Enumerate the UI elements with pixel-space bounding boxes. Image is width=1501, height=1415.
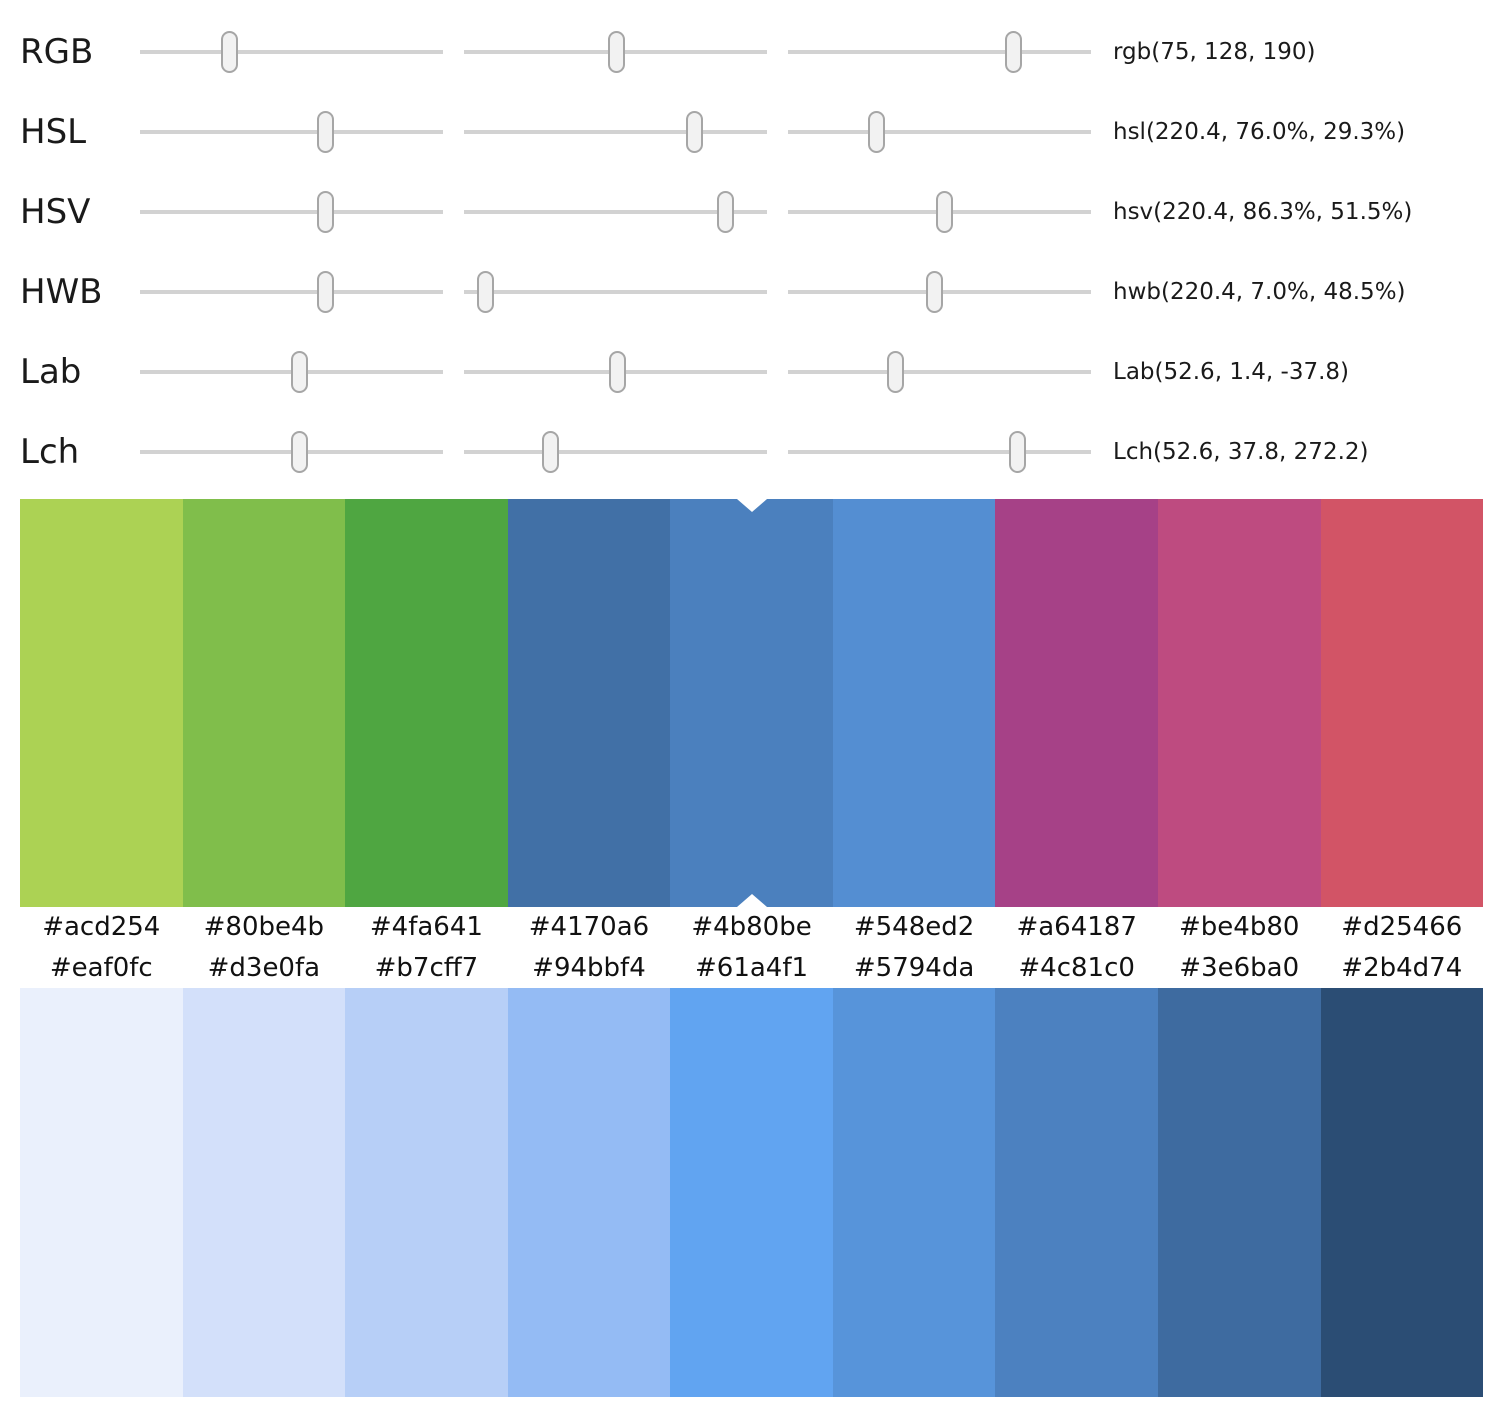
main-palette-swatch-8[interactable] bbox=[1320, 499, 1484, 907]
slider-thumb-lab-2[interactable] bbox=[609, 351, 627, 393]
slider-thumb-lab-3[interactable] bbox=[886, 351, 904, 393]
slider-row-label: HSL bbox=[20, 112, 87, 152]
main-palette bbox=[20, 499, 1484, 907]
slider-track-lab-1[interactable] bbox=[140, 351, 443, 393]
main-palette-hex-label-7: #be4b80 bbox=[1179, 912, 1300, 942]
slider-track-hwb-1[interactable] bbox=[140, 271, 443, 313]
slider-track-hsv-3[interactable] bbox=[788, 191, 1091, 233]
shades-palette-hex-label-7: #3e6ba0 bbox=[1179, 953, 1300, 983]
slider-value-text: Lab(52.6, 1.4, -37.8) bbox=[1113, 359, 1349, 385]
slider-value-text: rgb(75, 128, 190) bbox=[1113, 39, 1316, 65]
main-palette-swatch-2[interactable] bbox=[345, 499, 508, 907]
main-palette-hex-label-0: #acd254 bbox=[42, 912, 161, 942]
slider-track-rgb-3[interactable] bbox=[788, 31, 1091, 73]
shades-palette-hex-labels: #eaf0fc #d3e0fa #b7cff7 #94bbf4 #61a4f1 #5794… bbox=[20, 947, 1483, 988]
main-palette-swatch-1[interactable] bbox=[182, 499, 346, 907]
slider-thumb-hsv-1[interactable] bbox=[316, 191, 334, 233]
main-palette-swatch-5[interactable] bbox=[832, 499, 996, 907]
shades-palette-swatch-4[interactable] bbox=[670, 988, 833, 1397]
main-palette-hex-label-2: #4fa641 bbox=[369, 912, 483, 942]
shades-palette bbox=[20, 988, 1484, 1397]
slider-track-lab-3[interactable] bbox=[788, 351, 1091, 393]
shades-palette-hex-label-2: #b7cff7 bbox=[374, 953, 479, 983]
main-palette-hex-label-5: #548ed2 bbox=[853, 912, 975, 942]
shades-palette-swatch-6[interactable] bbox=[995, 988, 1158, 1397]
slider-track-rgb-1[interactable] bbox=[140, 31, 443, 73]
slider-thumb-hwb-2[interactable] bbox=[476, 271, 494, 313]
slider-row-hsv: HSV hsv(220.4, 86.3%, 51.5%) bbox=[0, 172, 1501, 252]
slider-track-lch-2[interactable] bbox=[464, 431, 767, 473]
main-palette-swatch-4[interactable] bbox=[670, 499, 833, 907]
shades-palette-swatch-2[interactable] bbox=[345, 988, 508, 1397]
main-palette-swatch-3[interactable] bbox=[507, 499, 671, 907]
main-palette-hex-label-6: #a64187 bbox=[1016, 912, 1137, 942]
slider-track-lch-1[interactable] bbox=[140, 431, 443, 473]
main-palette-hex-label-4: #4b80be bbox=[691, 912, 812, 942]
slider-track-lch-3[interactable] bbox=[788, 431, 1091, 473]
shades-palette-swatch-7[interactable] bbox=[1157, 988, 1321, 1397]
slider-track-hwb-2[interactable] bbox=[464, 271, 767, 313]
slider-row-label: HSV bbox=[20, 192, 91, 232]
slider-track-hsv-2[interactable] bbox=[464, 191, 767, 233]
slider-value-text: hsl(220.4, 76.0%, 29.3%) bbox=[1113, 119, 1406, 145]
main-palette-hex-label-8: #d25466 bbox=[1341, 912, 1463, 942]
shades-palette-hex-label-8: #2b4d74 bbox=[1341, 953, 1463, 983]
slider-row-rgb: RGB rgb(75, 128, 190) bbox=[0, 12, 1501, 92]
slider-thumb-hsl-3[interactable] bbox=[868, 111, 886, 153]
slider-thumb-lch-3[interactable] bbox=[1008, 431, 1026, 473]
shades-palette-hex-label-5: #5794da bbox=[853, 953, 975, 983]
main-palette-hex-label-1: #80be4b bbox=[203, 912, 325, 942]
slider-track-rgb-2[interactable] bbox=[464, 31, 767, 73]
slider-row-label: Lch bbox=[20, 432, 80, 472]
main-palette-swatch-0[interactable] bbox=[20, 499, 183, 907]
slider-row-hwb: HWB hwb(220.4, 7.0%, 48.5%) bbox=[0, 252, 1501, 332]
slider-thumb-rgb-3[interactable] bbox=[1005, 31, 1023, 73]
slider-thumb-lch-1[interactable] bbox=[290, 431, 308, 473]
shades-palette-hex-label-1: #d3e0fa bbox=[207, 953, 321, 983]
slider-thumb-lch-2[interactable] bbox=[541, 431, 559, 473]
selected-swatch-notch-top-icon bbox=[736, 499, 767, 512]
selected-swatch-notch-bottom-icon bbox=[736, 894, 767, 907]
slider-track-hsv-1[interactable] bbox=[140, 191, 443, 233]
shades-palette-swatch-3[interactable] bbox=[507, 988, 671, 1397]
slider-value-text: Lch(52.6, 37.8, 272.2) bbox=[1113, 439, 1369, 465]
slider-row-lch: Lch Lch(52.6, 37.8, 272.2) bbox=[0, 412, 1501, 492]
shades-palette-swatch-8[interactable] bbox=[1320, 988, 1484, 1397]
slider-thumb-rgb-2[interactable] bbox=[607, 31, 625, 73]
shades-palette-swatch-1[interactable] bbox=[182, 988, 346, 1397]
slider-value-text: hwb(220.4, 7.0%, 48.5%) bbox=[1113, 279, 1406, 305]
slider-thumb-lab-1[interactable] bbox=[290, 351, 308, 393]
slider-thumb-hsl-1[interactable] bbox=[316, 111, 334, 153]
shades-palette-hex-label-6: #4c81c0 bbox=[1018, 953, 1135, 983]
shades-palette-hex-label-3: #94bbf4 bbox=[532, 953, 646, 983]
slider-row-lab: Lab Lab(52.6, 1.4, -37.8) bbox=[0, 332, 1501, 412]
main-palette-hex-labels: #acd254 #80be4b #4fa641 #4170a6 #4b80be #548e… bbox=[20, 906, 1483, 948]
main-palette-swatch-7[interactable] bbox=[1157, 499, 1321, 907]
shades-palette-swatch-5[interactable] bbox=[832, 988, 996, 1397]
slider-row-label: RGB bbox=[20, 32, 94, 72]
slider-thumb-hsv-3[interactable] bbox=[935, 191, 953, 233]
shades-palette-swatch-0[interactable] bbox=[20, 988, 183, 1397]
slider-row-label: HWB bbox=[20, 272, 103, 312]
main-palette-hex-label-3: #4170a6 bbox=[528, 912, 650, 942]
slider-thumb-hwb-3[interactable] bbox=[926, 271, 944, 313]
slider-track-hsl-3[interactable] bbox=[788, 111, 1091, 153]
shades-palette-hex-label-4: #61a4f1 bbox=[695, 953, 809, 983]
slider-row-hsl: HSL hsl(220.4, 76.0%, 29.3%) bbox=[0, 92, 1501, 172]
slider-thumb-hsl-2[interactable] bbox=[685, 111, 703, 153]
slider-thumb-rgb-1[interactable] bbox=[220, 31, 238, 73]
slider-track-hsl-2[interactable] bbox=[464, 111, 767, 153]
main-palette-swatch-6[interactable] bbox=[995, 499, 1158, 907]
slider-thumb-hwb-1[interactable] bbox=[316, 271, 334, 313]
slider-track-hsl-1[interactable] bbox=[140, 111, 443, 153]
slider-thumb-hsv-2[interactable] bbox=[716, 191, 734, 233]
shades-palette-hex-label-0: #eaf0fc bbox=[49, 953, 153, 983]
slider-track-hwb-3[interactable] bbox=[788, 271, 1091, 313]
slider-row-label: Lab bbox=[20, 352, 82, 392]
slider-track-lab-2[interactable] bbox=[464, 351, 767, 393]
slider-value-text: hsv(220.4, 86.3%, 51.5%) bbox=[1113, 199, 1413, 225]
